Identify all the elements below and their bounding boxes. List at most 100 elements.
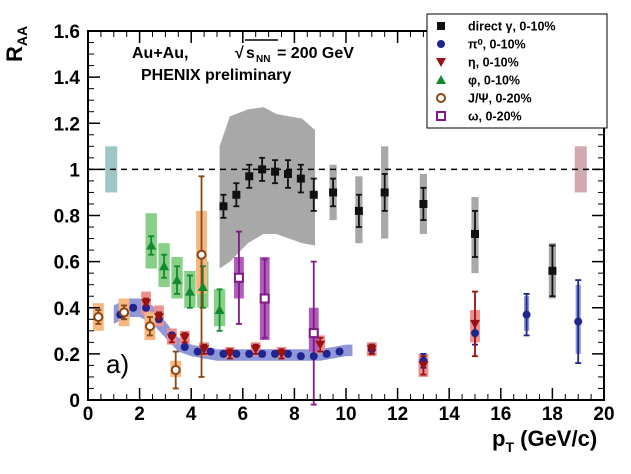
series-0-point <box>258 165 267 174</box>
series-2-legend-marker <box>436 58 446 67</box>
series-1-point <box>193 347 202 356</box>
norm-box <box>574 146 587 193</box>
series-5-point <box>259 293 270 304</box>
y-tick-label: 0.2 <box>54 345 80 366</box>
series-3-point <box>146 240 157 250</box>
series-3-point <box>159 261 170 271</box>
y-axis-title: RAA <box>2 26 30 62</box>
series-1-point <box>296 352 305 361</box>
series-3-legend-label: φ, 0-10% <box>468 74 520 88</box>
y-tick-label: 1.4 <box>54 68 81 89</box>
series-4-legend-label: J/Ψ, 0-20% <box>468 92 532 106</box>
series-1-point <box>180 342 189 351</box>
series-0-point <box>232 190 241 199</box>
series-1-point <box>232 349 241 358</box>
experiment-text: PHENIX preliminary <box>141 67 291 84</box>
series-1-point <box>309 352 318 361</box>
series-0-point <box>309 190 318 199</box>
series-2-point <box>470 319 480 329</box>
sqrt-symbol: √ <box>235 45 244 62</box>
series-2-point <box>250 345 261 355</box>
x-tick-label: 18 <box>542 404 563 425</box>
x-axis-title: pT (GeV/c) <box>492 426 597 455</box>
series-3-point <box>184 286 195 296</box>
y-tick-label: 0.4 <box>54 299 81 320</box>
panel-label: a) <box>106 349 129 379</box>
series-2-point <box>179 333 190 343</box>
x-tick-label: 12 <box>387 404 408 425</box>
series-0-point <box>245 172 254 181</box>
series-5-point <box>308 328 319 339</box>
collision-text: Au+Au, <box>132 45 188 62</box>
series-4-point <box>170 365 181 376</box>
series-1-legend-label: π⁰, 0-10% <box>468 38 526 52</box>
annotation-block: Au+Au, √ s NN = 200 GeV PHENIX prelimina… <box>132 39 354 84</box>
series-5-legend-marker <box>436 111 446 121</box>
series-1-syst-band <box>113 298 353 361</box>
series-4-point <box>196 249 207 260</box>
series-2-legend-label: η, 0-10% <box>468 56 519 70</box>
x-tick-label: 10 <box>335 404 356 425</box>
x-tick-label: 0 <box>83 404 94 425</box>
y-tick-label: 1 <box>69 160 80 181</box>
series-0-point <box>271 167 280 176</box>
series-1-point <box>522 310 531 319</box>
series-1-legend-marker <box>437 40 445 48</box>
series-0-point <box>329 188 338 197</box>
y-tick-label: 1.6 <box>54 22 80 43</box>
series-0-point <box>380 188 389 197</box>
x-tick-label: 16 <box>490 404 511 425</box>
y-tick-label: 1.2 <box>54 114 80 135</box>
series-0-point <box>283 169 292 178</box>
series-2-point <box>276 349 287 359</box>
series-2-point <box>141 299 152 309</box>
series-1-point <box>283 349 292 358</box>
series-1-point <box>574 317 583 326</box>
series-4-point <box>119 307 130 318</box>
x-tick-label: 6 <box>238 404 249 425</box>
series-1-point <box>271 349 280 358</box>
x-tick-label: 14 <box>439 404 461 425</box>
series-0-point <box>354 206 363 215</box>
series-2-point <box>199 345 210 355</box>
energy-text: = 200 GeV <box>277 45 354 62</box>
series-1-point <box>471 329 479 338</box>
y-tick-label: 0.8 <box>54 207 80 228</box>
legend-frame <box>426 13 608 129</box>
syst-boxes <box>92 146 587 377</box>
x-tick-label: 8 <box>289 404 300 425</box>
series-0-legend-label: direct γ, 0-10% <box>468 20 556 34</box>
series-1-point <box>335 347 344 356</box>
series-0-legend-marker <box>437 22 445 30</box>
x-tick-label: 4 <box>186 404 197 425</box>
x-tick-label: 20 <box>593 404 614 425</box>
series-3-point <box>214 305 225 315</box>
series-2-point <box>418 361 429 371</box>
series-3-point <box>197 281 208 291</box>
series-5-legend-label: ω, 0-20% <box>468 110 522 124</box>
x-tick-label: 2 <box>134 404 145 425</box>
series-2-point <box>366 345 377 355</box>
series-1-point <box>206 347 215 356</box>
series-4-legend-marker <box>436 93 446 103</box>
syst-bands <box>113 107 353 361</box>
series-2-point <box>153 312 164 322</box>
sqrt-s: s <box>246 45 255 62</box>
sqrt-sub: NN <box>256 54 270 65</box>
series-0-point <box>296 174 305 183</box>
series-2-point <box>315 340 326 350</box>
series-2-point <box>224 349 235 359</box>
data-markers <box>93 165 583 376</box>
series-5-point <box>233 272 244 283</box>
legend: direct γ, 0-10% π⁰, 0-10% η, 0-10% φ, 0-10%… <box>426 13 608 129</box>
y-tick-label: 0.6 <box>54 253 80 274</box>
series-1-point <box>219 349 228 358</box>
series-1-point <box>258 349 267 358</box>
series-3-point <box>172 275 183 285</box>
series-4-point <box>93 311 104 322</box>
series-1-point <box>129 303 138 312</box>
y-tick-label: 0 <box>69 391 80 412</box>
series-4-point <box>144 321 155 332</box>
series-2-point <box>166 333 177 343</box>
